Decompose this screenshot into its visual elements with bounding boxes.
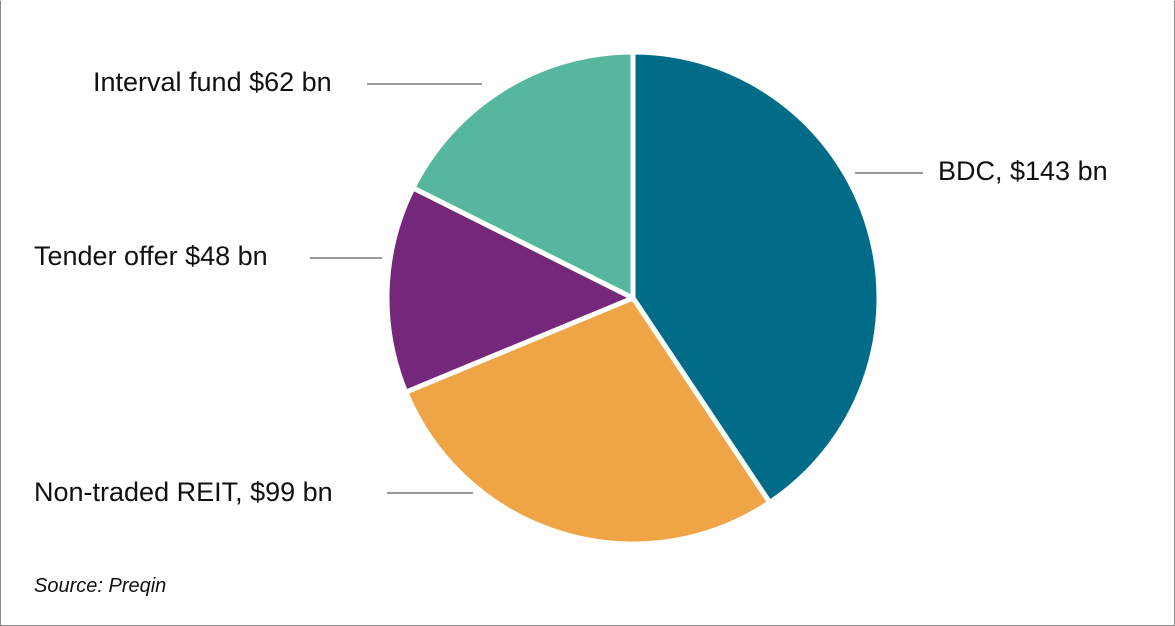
source-note: Source: Preqin — [34, 575, 167, 597]
pie-slices — [384, 49, 882, 547]
label-non-traded-reit: Non-traded REIT, $99 bn — [34, 477, 333, 507]
pie-slice-tender-offer — [384, 185, 636, 395]
label-interval-fund: Interval fund $62 bn — [93, 67, 332, 97]
leader-lines — [310, 83, 923, 494]
label-bdc: BDC, $143 bn — [938, 156, 1108, 186]
pie-slice-non-traded-reit — [403, 295, 773, 547]
label-tender-offer: Tender offer $48 bn — [34, 241, 268, 271]
pie-slice-interval-fund — [410, 49, 636, 301]
